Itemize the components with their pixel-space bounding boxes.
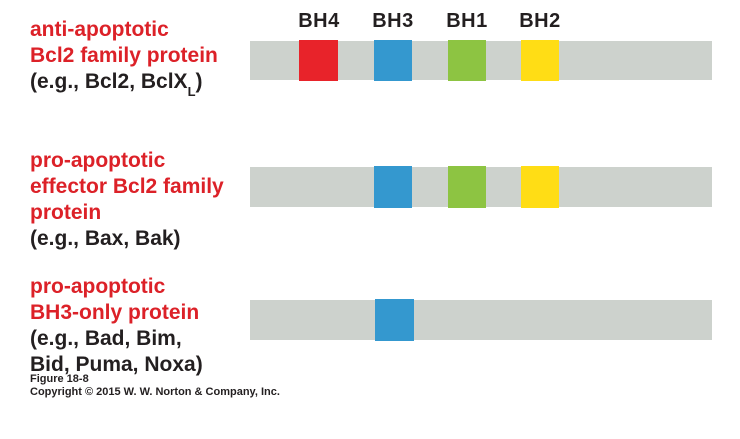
protein-name-line: pro-apoptotic <box>30 149 166 172</box>
bh4-domain-header: BH4 <box>298 10 340 32</box>
figure-caption: Figure 18-8 Copyright © 2015 W. W. Norto… <box>30 373 280 399</box>
bh1-domain-block <box>448 166 486 208</box>
protein-name-line: Bcl2 family protein <box>30 44 218 67</box>
bh4-domain-block <box>299 40 338 81</box>
bh1-domain-block <box>448 40 486 81</box>
protein-examples-line: (e.g., Bad, Bim, <box>30 327 182 350</box>
bh3-domain-block <box>375 299 414 341</box>
copyright-notice: Copyright © 2015 W. W. Norton & Company,… <box>30 386 280 398</box>
bh1-domain-header: BH1 <box>446 10 488 32</box>
protein-name-line: pro-apoptotic <box>30 275 166 298</box>
protein-examples-line: (e.g., Bcl2, BclXL) <box>30 69 260 98</box>
figure-number: Figure 18-8 <box>30 373 89 385</box>
protein-name-line: protein <box>30 201 102 224</box>
protein-examples-line: (e.g., Bax, Bak) <box>30 227 181 250</box>
anti-apoptotic-protein-label: anti-apoptotic Bcl2 family protein (e.g.… <box>30 17 260 98</box>
pro-apoptotic-effector-protein-label: pro-apoptotic effector Bcl2 family prote… <box>30 148 260 252</box>
bh3-domain-block <box>374 166 412 208</box>
protein-name-line: effector Bcl2 family <box>30 175 224 198</box>
bh3-domain-block <box>374 40 412 81</box>
protein-name-line: BH3-only protein <box>30 301 200 324</box>
pro-apoptotic-bh3-only-protein-bar <box>250 299 712 341</box>
bh2-domain-header: BH2 <box>519 10 561 32</box>
pro-apoptotic-bh3-only-protein-label: pro-apoptotic BH3-only protein (e.g., Ba… <box>30 274 260 378</box>
protein-name-line: anti-apoptotic <box>30 18 169 41</box>
bh2-domain-block <box>521 166 559 208</box>
pro-apoptotic-effector-protein-bar <box>250 166 712 208</box>
subscript-l: L <box>187 84 196 100</box>
anti-apoptotic-protein-bar <box>250 40 712 81</box>
bh2-domain-block <box>521 40 559 81</box>
bh3-domain-header: BH3 <box>372 10 414 32</box>
protein-examples-line: Bid, Puma, Noxa) <box>30 353 203 376</box>
example-text: ) <box>195 70 203 93</box>
example-text: (e.g., Bcl2, BclX <box>30 70 188 93</box>
